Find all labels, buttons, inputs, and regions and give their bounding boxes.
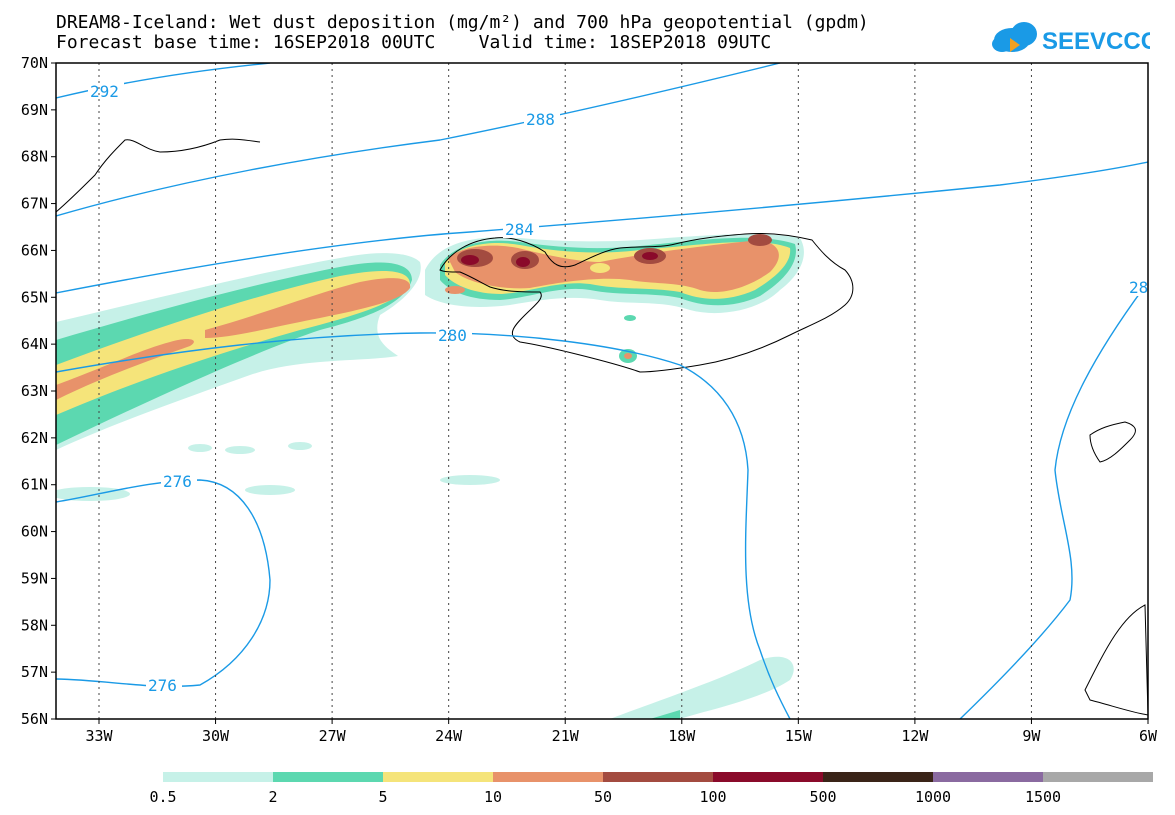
legend-swatch (603, 772, 713, 782)
legend-label: 10 (484, 788, 502, 806)
contour-280 (56, 332, 791, 719)
legend-swatch (1043, 772, 1153, 782)
greenland-coastline (56, 138, 261, 213)
contour-288 (56, 63, 781, 217)
legend-swatch (273, 772, 383, 782)
longitude-axis: 33W 30W 27W 24W 21W 18W 15W 12W 9W 6W (85, 719, 1158, 745)
latitude-axis: 70N 69N 68N 67N 66N 65N 64N 63N 62N 61N 60N 59N 58N 5… (21, 54, 56, 728)
legend-swatch (713, 772, 823, 782)
iceland-coastline (439, 232, 854, 373)
lon-label: 27W (319, 727, 347, 745)
plume-level-10 (56, 339, 194, 400)
seevccc-logo: SEEVCCC (992, 22, 1150, 55)
lat-label: 56N (21, 710, 48, 728)
contour-label-288: 288 (526, 110, 555, 129)
legend-label: 100 (699, 788, 726, 806)
lat-label: 66N (21, 241, 48, 259)
map-frame (55, 62, 1149, 720)
lon-label: 15W (785, 727, 813, 745)
contour-label-28: 28 (1129, 278, 1148, 297)
contour-284 (56, 161, 1148, 294)
lon-label: 12W (901, 727, 929, 745)
lat-label: 57N (21, 663, 48, 681)
contour-label-284: 284 (505, 220, 534, 239)
lat-label: 58N (21, 616, 48, 634)
geopotential-contours (56, 63, 1148, 719)
lat-label: 59N (21, 569, 48, 587)
legend-label: 5 (378, 788, 387, 806)
contour-276a (56, 479, 271, 688)
legend-label: 1500 (1025, 788, 1061, 806)
lon-label: 33W (85, 727, 113, 745)
lat-label: 62N (21, 429, 48, 447)
legend-swatch (823, 772, 933, 782)
lat-label: 70N (21, 54, 48, 72)
lon-label: 9W (1022, 727, 1041, 745)
contour-label-276-lower: 276 (148, 676, 177, 695)
legend-swatch (163, 772, 273, 782)
logo-text: SEEVCCC (1042, 28, 1150, 55)
legend-label: 2 (268, 788, 277, 806)
contour-label-276-upper: 276 (163, 472, 192, 491)
faroe-coastline (1089, 421, 1136, 463)
lat-label: 68N (21, 148, 48, 166)
lon-label: 18W (668, 727, 696, 745)
legend-swatch (933, 772, 1043, 782)
legend-label: 50 (594, 788, 612, 806)
lon-label: 6W (1139, 727, 1158, 745)
contour-28x (959, 281, 1148, 719)
legend-label: 0.5 (149, 788, 176, 806)
lat-label: 65N (21, 288, 48, 306)
lon-label: 30W (202, 727, 230, 745)
lon-label: 24W (435, 727, 463, 745)
lat-label: 63N (21, 382, 48, 400)
shetland-coastline (1084, 604, 1148, 716)
legend-label: 500 (809, 788, 836, 806)
lat-label: 64N (21, 335, 48, 353)
lat-label: 61N (21, 476, 48, 494)
plume-level-10b (205, 278, 411, 338)
color-legend: 0.5 2 5 10 50 100 500 1000 1500 (149, 772, 1153, 806)
legend-swatch (383, 772, 493, 782)
contour-label-292: 292 (90, 82, 119, 101)
contour-292 (56, 63, 271, 99)
lat-label: 67N (21, 195, 48, 213)
map-title-line-2: Forecast base time: 16SEP2018 00UTC Vali… (56, 32, 772, 53)
graticule (98, 63, 1032, 719)
dust-deposition-shading (56, 234, 804, 719)
lat-label: 60N (21, 523, 48, 541)
lon-label: 21W (552, 727, 580, 745)
coastlines (56, 138, 1148, 716)
legend-swatch (493, 772, 603, 782)
cloud-icon (992, 22, 1037, 52)
legend-label: 1000 (915, 788, 951, 806)
contour-label-280: 280 (438, 326, 467, 345)
lat-label: 69N (21, 101, 48, 119)
map-title-line-1: DREAM8-Iceland: Wet dust deposition (mg/… (56, 12, 869, 33)
contour-labels: 292 288 284 280 276 276 28 (88, 82, 1149, 695)
